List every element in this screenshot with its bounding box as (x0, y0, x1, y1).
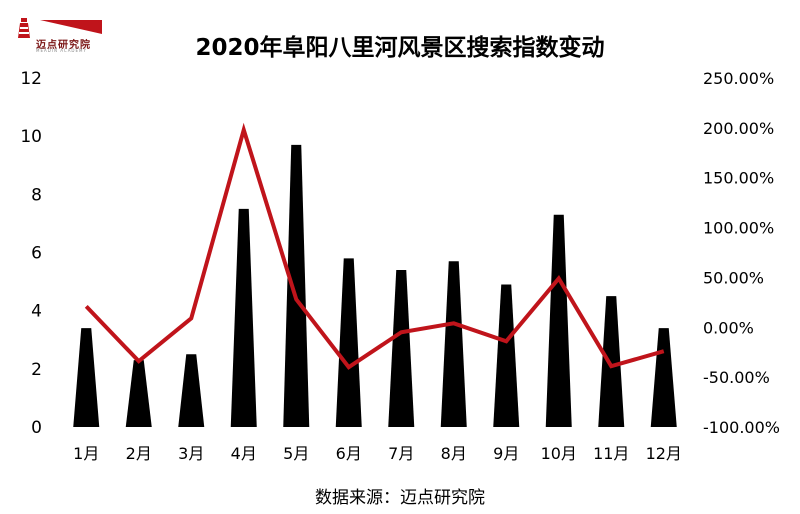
x-tick-label: 10月 (541, 444, 577, 463)
y-right-tick-label: 200.00% (703, 119, 774, 138)
bar-6月 (335, 258, 362, 427)
y-right-tick-label: 150.00% (703, 169, 774, 188)
line-series (84, 122, 665, 370)
logo-brand-text: 迈点研究院 (36, 40, 91, 51)
x-tick-label: 11月 (593, 444, 629, 463)
bar-series (73, 144, 677, 427)
logo-flag-shape (40, 20, 102, 34)
bar-5月 (283, 144, 310, 427)
y-left-tick-label: 6 (31, 244, 42, 264)
x-tick-label: 2月 (126, 444, 152, 463)
y-axis-right: -100.00% -50.00% 0.00% 50.00% 100.00% 150.00%… (703, 69, 780, 437)
y-left-tick-label: 0 (31, 418, 42, 438)
y-axis-left: 0 2 4 6 8 10 12 (20, 69, 42, 438)
y-right-tick-label: 0.00% (703, 318, 754, 337)
y-right-tick-label: -50.00% (703, 368, 770, 387)
x-tick-label: 7月 (388, 444, 414, 463)
bar-3月 (178, 354, 205, 427)
bar-4月 (230, 208, 257, 427)
bar-2月 (125, 360, 152, 427)
logo-brand-en-text: MEADIN ACADEMY (36, 48, 87, 53)
bar-1月 (73, 328, 100, 427)
y-left-tick-label: 8 (31, 185, 42, 205)
y-left-tick-label: 10 (20, 127, 42, 147)
x-tick-label: 4月 (231, 444, 257, 463)
x-tick-label: 12月 (646, 444, 682, 463)
bar-7月 (388, 269, 415, 427)
y-left-tick-label: 4 (31, 302, 42, 322)
bar-10月 (545, 214, 572, 427)
y-right-tick-label: 50.00% (703, 268, 764, 287)
bar-11月 (598, 296, 625, 427)
x-axis: 1月 2月 3月 4月 5月 6月 7月 8月 9月 10月 11月 12月 (73, 444, 682, 463)
lighthouse-icon (18, 18, 30, 38)
y-right-tick-label: 250.00% (703, 69, 774, 88)
y-left-tick-label: 2 (31, 360, 42, 380)
bar-8月 (440, 261, 467, 427)
x-tick-label: 3月 (178, 444, 204, 463)
bar-12月 (650, 328, 677, 427)
line-path (84, 122, 665, 370)
source-note: 数据来源：迈点研究院 (315, 488, 485, 508)
y-left-tick-label: 12 (20, 69, 42, 89)
logo: 迈点研究院 MEADIN ACADEMY (10, 8, 105, 54)
chart-title: 2020年阜阳八里河风景区搜索指数变动 (195, 35, 605, 61)
x-tick-label: 9月 (493, 444, 519, 463)
x-tick-label: 8月 (441, 444, 467, 463)
y-right-tick-label: 100.00% (703, 219, 774, 238)
x-tick-label: 1月 (73, 444, 99, 463)
bar-9月 (493, 284, 520, 427)
y-right-tick-label: -100.00% (703, 418, 780, 437)
x-tick-label: 6月 (336, 444, 362, 463)
x-tick-label: 5月 (283, 444, 309, 463)
